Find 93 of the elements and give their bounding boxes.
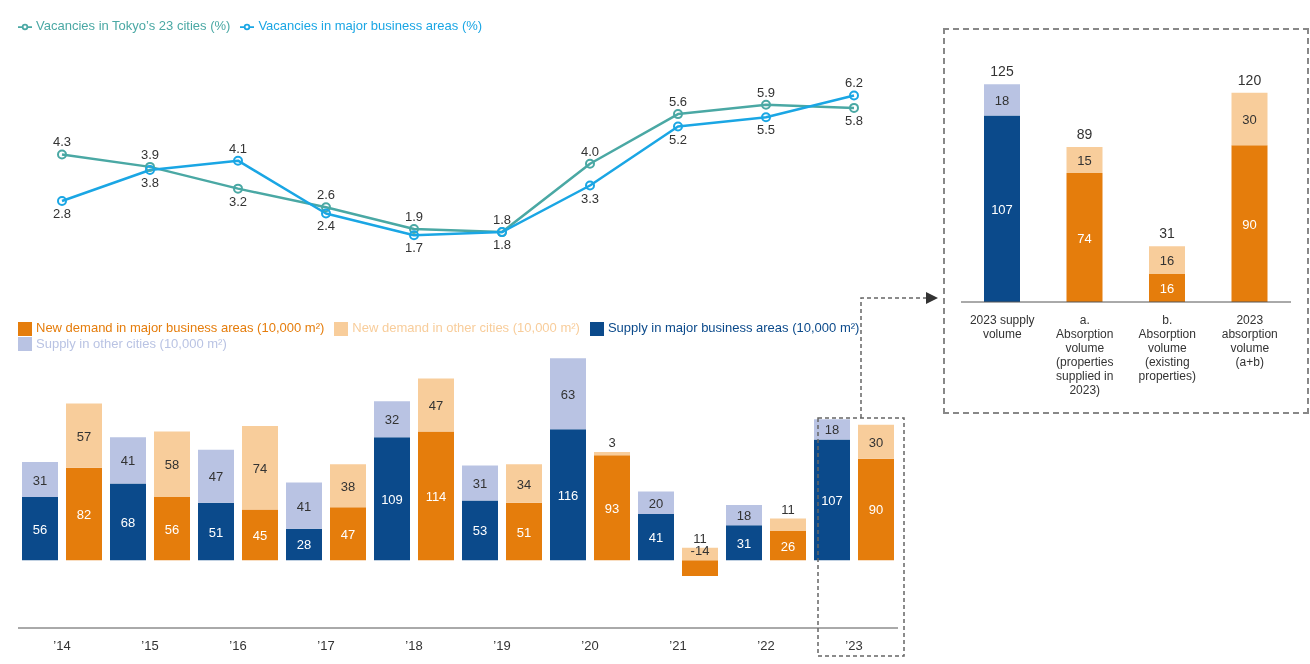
data-label: 15 bbox=[1077, 152, 1092, 168]
data-label: 74 bbox=[1077, 230, 1092, 246]
x-tick-label: ’21 bbox=[669, 638, 687, 653]
total-label: 89 bbox=[1076, 125, 1093, 142]
data-label: 5.2 bbox=[668, 131, 688, 147]
data-label: 107 bbox=[821, 492, 843, 508]
data-label: 57 bbox=[76, 428, 92, 444]
data-label: 2.8 bbox=[52, 206, 72, 222]
data-label: 5.9 bbox=[756, 84, 776, 100]
data-label: 5.5 bbox=[756, 122, 776, 138]
total-label: 120 bbox=[1237, 71, 1262, 88]
data-label: 30 bbox=[1242, 112, 1257, 127]
data-label: 116 bbox=[557, 487, 579, 503]
data-label: 51 bbox=[516, 524, 532, 540]
x-tick-label: 2023 supply volume bbox=[969, 313, 1035, 341]
data-label: 41 bbox=[120, 453, 136, 469]
legend-label: Supply in other cities (10,000 m²) bbox=[36, 335, 227, 351]
total-label: 31 bbox=[1159, 225, 1175, 242]
data-label: 1.9 bbox=[404, 209, 424, 224]
x-tick-label: ’19 bbox=[493, 638, 511, 653]
data-label: 3 bbox=[608, 434, 616, 450]
data-label: 114 bbox=[425, 488, 447, 504]
data-label: 31 bbox=[472, 475, 488, 491]
data-label: 63 bbox=[560, 386, 576, 402]
legend-label: Supply in major business areas (10,000 m²) bbox=[607, 320, 860, 335]
data-label: 16 bbox=[1159, 253, 1175, 269]
legend-label: New demand in major business areas (10,000 m²) bbox=[36, 320, 325, 335]
data-label: 2.4 bbox=[316, 218, 336, 234]
data-label: 109 bbox=[381, 491, 403, 507]
data-label: -14 bbox=[690, 543, 710, 559]
data-label: 1.8 bbox=[492, 237, 512, 253]
data-label: 3.8 bbox=[140, 174, 160, 190]
total-label: 125 bbox=[990, 63, 1014, 80]
data-label: 2.6 bbox=[316, 187, 336, 203]
data-label: 56 bbox=[164, 521, 180, 537]
data-label: 82 bbox=[76, 507, 92, 523]
data-label: 32 bbox=[384, 412, 400, 428]
x-tick-label: a. Absorption volume (properties supplied in 2023) bbox=[1056, 313, 1114, 397]
data-label: 53 bbox=[472, 523, 488, 539]
data-label: 11 bbox=[781, 501, 795, 517]
data-label: 31 bbox=[736, 535, 752, 551]
data-label: 28 bbox=[296, 537, 312, 553]
data-label: 34 bbox=[516, 476, 532, 492]
data-label: 51 bbox=[208, 524, 224, 540]
x-tick-label: 2023 absorption volume (a+b) bbox=[1221, 313, 1278, 369]
data-label: 90 bbox=[1242, 216, 1257, 232]
data-label: 38 bbox=[340, 478, 356, 494]
data-label: 56 bbox=[32, 521, 48, 537]
x-tick-label: b. Absorption volume (existing properties) bbox=[1138, 313, 1196, 383]
data-label: 45 bbox=[252, 527, 268, 543]
data-label: 4.3 bbox=[52, 134, 72, 150]
x-tick-label: ’15 bbox=[141, 638, 159, 653]
x-tick-label: ’20 bbox=[581, 638, 599, 653]
data-label: 5.6 bbox=[668, 94, 688, 110]
data-label: 31 bbox=[32, 472, 48, 488]
data-label: 20 bbox=[648, 495, 664, 511]
data-label: 4.0 bbox=[580, 143, 600, 159]
data-label: 93 bbox=[604, 500, 620, 516]
data-label: 26 bbox=[780, 538, 796, 554]
legend-label: Vacancies in Tokyo’s 23 cities (%) bbox=[36, 18, 231, 33]
data-label: 4.1 bbox=[228, 140, 248, 156]
data-label: 47 bbox=[340, 526, 356, 542]
data-label: 90 bbox=[868, 502, 884, 518]
data-label: 47 bbox=[208, 469, 224, 485]
legend-label: Vacancies in major business areas (%) bbox=[258, 18, 483, 33]
data-label: 3.9 bbox=[140, 146, 160, 162]
data-label: 11 bbox=[693, 530, 707, 546]
data-label: 5.8 bbox=[844, 112, 864, 128]
x-tick-label: ’23 bbox=[845, 638, 863, 653]
data-label: 18 bbox=[736, 508, 752, 524]
data-label: 47 bbox=[428, 398, 444, 414]
data-label: 41 bbox=[648, 530, 664, 546]
data-label: 1.8 bbox=[492, 212, 512, 228]
data-label: 18 bbox=[824, 422, 840, 438]
data-label: 6.2 bbox=[844, 75, 864, 91]
dashed-frame: 2023 supply volume a. Absorption volume (properties supplied in 2023) b. Absorption volume (existing properties) 2023 absorption volume (a+b) 107 74 16 90 18 15 16 30 125 89 31 120 bbox=[943, 28, 1309, 414]
x-tick-label: ’18 bbox=[405, 638, 423, 653]
data-label: 68 bbox=[120, 514, 136, 530]
data-label: 41 bbox=[296, 498, 312, 514]
data-label: 1.7 bbox=[404, 240, 424, 256]
data-label: 3.3 bbox=[580, 190, 600, 206]
x-tick-label: ’16 bbox=[229, 638, 247, 653]
data-label: 58 bbox=[164, 457, 180, 473]
x-tick-label: ’14 bbox=[53, 638, 71, 653]
data-label: 3.2 bbox=[228, 193, 248, 209]
data-label: 74 bbox=[252, 460, 268, 476]
data-label: 18 bbox=[994, 92, 1010, 108]
data-label: 16 bbox=[1159, 281, 1175, 297]
data-label: 107 bbox=[991, 201, 1013, 217]
data-label: 30 bbox=[868, 434, 884, 450]
x-tick-label: ’22 bbox=[757, 638, 775, 653]
legend-label: New demand in other cities (10,000 m²) bbox=[352, 320, 580, 335]
x-tick-label: ’17 bbox=[317, 638, 335, 653]
